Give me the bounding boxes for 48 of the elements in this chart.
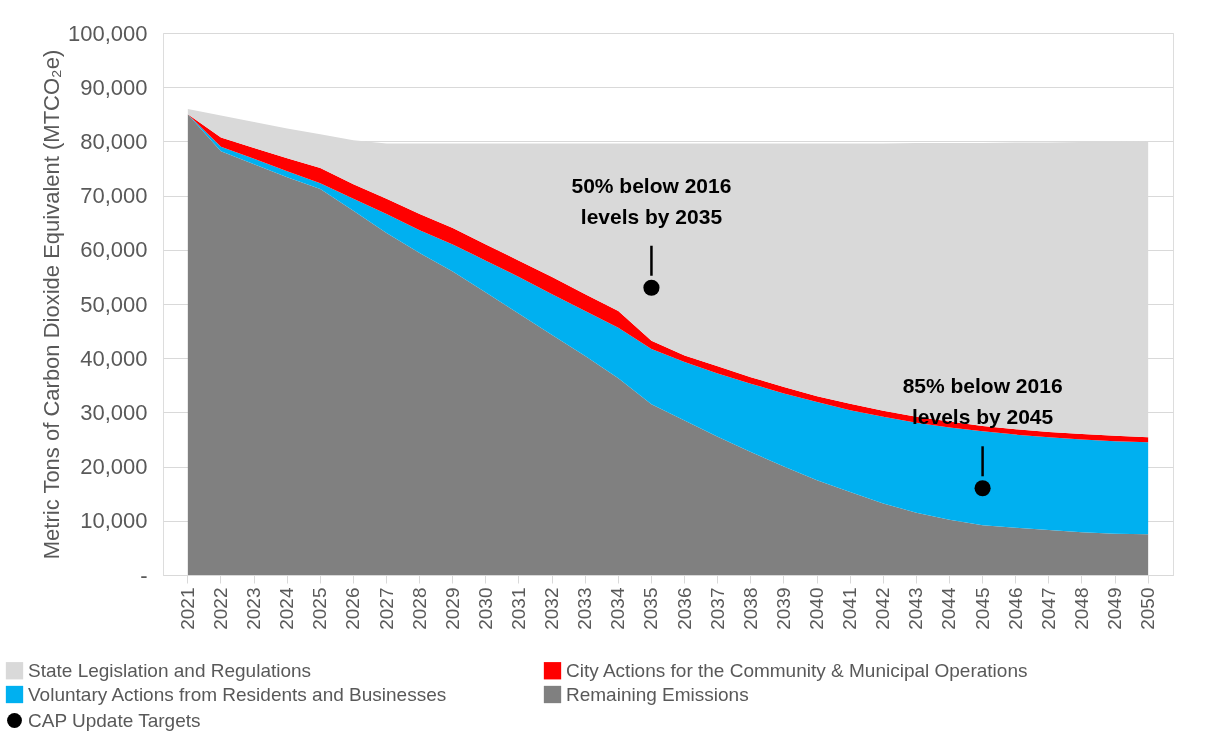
x-tick-label: 2029: [441, 587, 463, 630]
y-tick-label: 50,000: [80, 291, 148, 317]
x-tick-label: 2021: [176, 587, 198, 630]
y-tick-label: 90,000: [80, 74, 148, 100]
legend-label: Voluntary Actions from Residents and Businesses: [28, 683, 447, 705]
x-tick-label: 2039: [772, 587, 794, 630]
x-tick-label: 2042: [872, 587, 894, 630]
x-tick-label: 2026: [342, 587, 364, 630]
y-tick-label: 80,000: [80, 128, 148, 154]
y-tick-label: 100,000: [67, 20, 148, 46]
x-tick-label: 2046: [1004, 587, 1026, 630]
x-tick-label: 2044: [938, 587, 960, 630]
x-tick-label: 2025: [309, 587, 331, 630]
x-tick-label: 2038: [739, 587, 761, 630]
y-tick-label: 10,000: [80, 508, 148, 534]
legend-label: City Actions for the Community & Municipal Operations: [566, 659, 1028, 681]
y-tick-label: 60,000: [80, 237, 148, 263]
x-tick-label: 2035: [640, 587, 662, 630]
x-tick-label: 2033: [574, 587, 596, 630]
y-tick-label: 30,000: [80, 399, 148, 425]
annotation: 50% below 2016 levels by 2035: [571, 173, 732, 228]
x-tick-label: 2050: [1137, 587, 1159, 630]
x-tick-label: 2023: [243, 587, 265, 630]
x-tick-label: 2037: [706, 587, 728, 630]
x-tick-label: 2048: [1070, 587, 1092, 630]
y-tick-label: -: [140, 562, 148, 588]
x-tick-label: 2040: [806, 587, 828, 630]
x-tick-label: 2034: [607, 587, 629, 630]
x-tick-label: 2043: [905, 587, 927, 630]
x-tick-label: 2022: [209, 587, 231, 630]
y-tick-label: 20,000: [80, 454, 148, 480]
x-tick-label: 2031: [507, 587, 529, 630]
x-tick-label: 2032: [541, 587, 563, 630]
x-tick-label: 2027: [375, 587, 397, 630]
legend-label: CAP Update Targets: [28, 709, 201, 731]
x-tick-label: 2041: [839, 587, 861, 630]
y-axis-title: Metric Tons of Carbon Dioxide Equivalent (MTCO₂e): [38, 49, 64, 560]
x-tick-label: 2049: [1104, 587, 1126, 630]
x-tick-label: 2028: [408, 587, 430, 630]
x-tick-label: 2024: [276, 587, 298, 630]
x-tick-label: 2045: [971, 587, 993, 630]
legend-label: Remaining Emissions: [566, 683, 749, 705]
y-tick-label: 40,000: [80, 345, 148, 371]
x-tick-label: 2036: [673, 587, 695, 630]
y-tick-label: 70,000: [80, 183, 148, 209]
x-tick-label: 2030: [474, 587, 496, 630]
x-tick-label: 2047: [1037, 587, 1059, 630]
legend-label: State Legislation and Regulations: [28, 659, 312, 681]
